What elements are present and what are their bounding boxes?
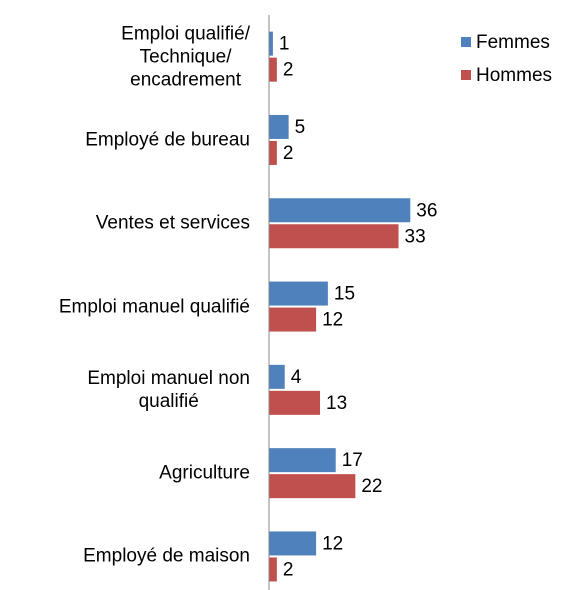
- y-tick-label: Emploi manuel non qualifié: [87, 367, 250, 412]
- data-label: 4: [291, 367, 302, 388]
- bar: [269, 474, 356, 499]
- legend-swatch: [461, 37, 471, 47]
- data-label: 12: [322, 533, 343, 554]
- data-label: 36: [416, 200, 437, 221]
- y-tick-label: Emploi qualifié/ Technique/ encadrement: [121, 23, 250, 91]
- y-tick-label: Employé de bureau: [85, 129, 250, 151]
- bar: [269, 224, 399, 249]
- bar: [269, 557, 277, 582]
- bar: [269, 307, 317, 332]
- data-label: 15: [334, 284, 355, 305]
- bar: [269, 448, 336, 473]
- bar: [269, 140, 277, 165]
- data-label: 2: [283, 143, 294, 164]
- bar: [269, 198, 411, 223]
- data-label: 13: [326, 393, 347, 414]
- data-label: 2: [283, 60, 294, 81]
- y-tick-label: Ventes et services: [95, 212, 250, 234]
- y-tick-label: Agriculture: [159, 462, 250, 484]
- bar: [269, 57, 277, 82]
- data-label: 22: [361, 476, 382, 497]
- y-tick-label: Emploi manuel qualifié: [58, 296, 250, 318]
- data-label: 17: [342, 450, 363, 471]
- bar: [269, 531, 317, 556]
- data-label: 33: [405, 226, 426, 247]
- bar: [269, 364, 285, 389]
- data-label: 2: [283, 559, 294, 580]
- bar: [269, 390, 321, 415]
- data-label: 1: [279, 34, 290, 55]
- legend-label: Hommes: [476, 65, 552, 86]
- bar: [269, 114, 289, 139]
- data-label: 5: [295, 117, 306, 138]
- bar: [269, 281, 328, 306]
- bar: [269, 31, 273, 56]
- legend-swatch: [461, 70, 471, 80]
- y-tick-label: Employé de maison: [83, 545, 250, 567]
- legend-label: Femmes: [476, 32, 550, 53]
- data-label: 12: [322, 310, 343, 331]
